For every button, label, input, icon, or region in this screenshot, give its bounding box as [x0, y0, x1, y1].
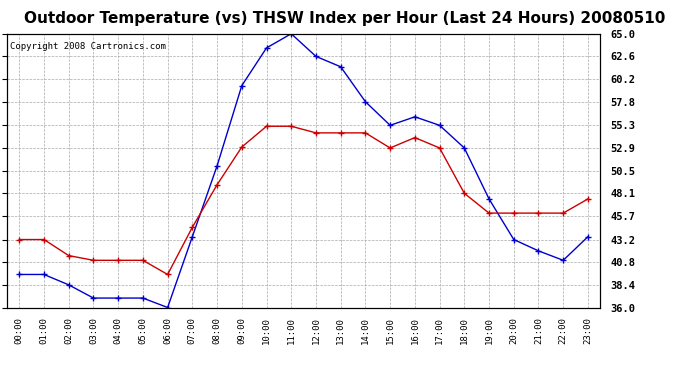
Text: Outdoor Temperature (vs) THSW Index per Hour (Last 24 Hours) 20080510: Outdoor Temperature (vs) THSW Index per …	[24, 11, 666, 26]
Text: Copyright 2008 Cartronics.com: Copyright 2008 Cartronics.com	[10, 42, 166, 51]
